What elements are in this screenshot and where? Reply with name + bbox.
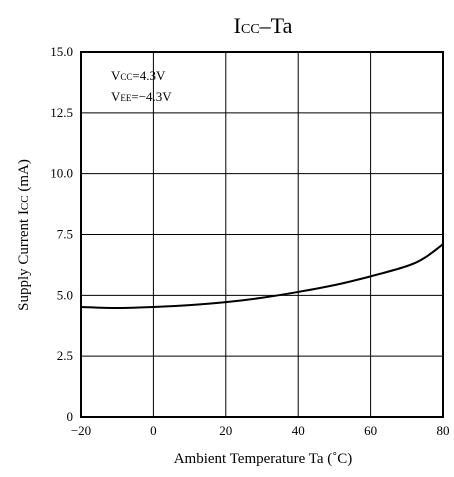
grid <box>81 52 443 417</box>
y-axis-label-sub: CC <box>19 195 31 210</box>
y-tick-label: 7.5 <box>57 227 73 242</box>
annotations: VCC=4.3V VEE=−4.3V <box>111 68 172 104</box>
annotation-vcc-main: V <box>111 68 121 83</box>
annotation-vee: VEE=−4.3V <box>111 89 172 104</box>
y-tick-label: 15.0 <box>50 44 73 59</box>
y-tick-label: 0 <box>67 409 74 424</box>
x-tick-label: 80 <box>437 423 450 438</box>
y-tick-label: 2.5 <box>57 348 73 363</box>
x-tick-label: 60 <box>364 423 377 438</box>
x-tick-label: 20 <box>219 423 232 438</box>
chart-title-main: I <box>234 13 241 38</box>
x-tick-label: 0 <box>150 423 157 438</box>
x-axis-label: Ambient Temperature Ta (˚C) <box>174 451 353 467</box>
annotation-vee-sub: EE <box>120 93 131 103</box>
x-tick-label: −20 <box>71 423 91 438</box>
annotation-vcc: VCC=4.3V <box>111 68 166 83</box>
y-axis-label-suffix: (mA) <box>16 159 32 195</box>
annotation-vee-main: V <box>111 89 121 104</box>
chart-title: ICC–Ta <box>234 13 293 38</box>
series-line <box>80 243 444 309</box>
annotation-vcc-sub: CC <box>120 72 132 82</box>
y-tick-label: 5.0 <box>57 287 73 302</box>
annotation-vee-rest: =−4.3V <box>131 89 172 104</box>
plot-frame <box>80 51 444 418</box>
y-tick-label: 12.5 <box>50 105 73 120</box>
x-tick-label: 40 <box>292 423 305 438</box>
chart-title-sub: CC <box>241 22 260 37</box>
chart-title-suffix: –Ta <box>259 13 293 38</box>
y-axis-label-main: Supply Current I <box>16 210 32 311</box>
series-layer <box>80 243 444 309</box>
y-axis-label: Supply Current ICC (mA) <box>16 159 32 311</box>
y-tick-label: 10.0 <box>50 166 73 181</box>
annotation-vcc-rest: =4.3V <box>132 68 166 83</box>
